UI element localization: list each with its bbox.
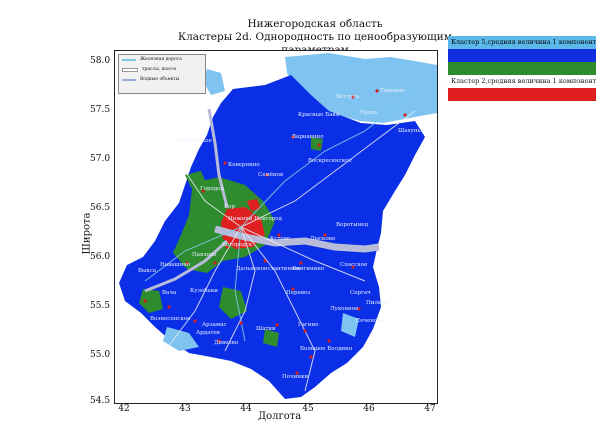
city-label: Кстово xyxy=(270,236,291,242)
city-label: Вознесенское xyxy=(150,316,191,322)
y-tick-label: 57.5 xyxy=(90,105,111,115)
city-label: Шахунья xyxy=(398,128,425,134)
city-label: Шатки xyxy=(256,326,276,332)
y-tick-label: 56.5 xyxy=(90,203,111,213)
city-label: Кулебаки xyxy=(190,288,218,294)
x-tick-label: 45 xyxy=(302,404,314,414)
legend-cluster-3: Кластер 3,средняя величина 1 компоненты … xyxy=(448,62,596,75)
map-plot-area[interactable] xyxy=(114,50,438,404)
legend-cluster-1: Кластер 1,средняя величина 1 компоненты … xyxy=(448,49,596,62)
city-label: Варнавино xyxy=(292,134,324,140)
x-tick-label: 42 xyxy=(118,404,130,414)
railway-line-icon xyxy=(122,59,136,61)
city-label: Княгинино xyxy=(292,266,325,272)
city-label: Ветлуга xyxy=(336,94,360,100)
cluster-5-region xyxy=(285,53,437,123)
city-label: Починки xyxy=(282,374,309,380)
city-label: Урень xyxy=(360,110,378,116)
legend-item-water: Водные объекты xyxy=(119,75,205,85)
city-label: Тонкино xyxy=(380,88,405,94)
city-label: Семёнов xyxy=(258,172,284,178)
city-label: Гагино xyxy=(298,322,319,328)
x-axis-label: Долгота xyxy=(258,411,302,422)
city-label: Арзамас xyxy=(202,322,227,328)
cluster-legend: Кластер 5,средняя величина 1 компоненты … xyxy=(448,36,596,101)
city-label: Городец xyxy=(200,186,224,192)
water-line-icon xyxy=(122,79,136,81)
legend-cluster-5: Кластер 5,средняя величина 1 компоненты … xyxy=(448,36,596,49)
chart-title: Нижегородская область xyxy=(247,18,383,30)
y-tick-label: 55.0 xyxy=(90,350,111,360)
y-axis-label: Широта xyxy=(81,212,93,255)
x-tick-label: 46 xyxy=(363,404,375,414)
city-label: Лысково xyxy=(310,236,336,242)
legend-cluster-4: Кластер 4,средняя величина 1 компоненты … xyxy=(448,88,596,101)
city-label: Пильна xyxy=(366,300,388,306)
city-label: Красные Баки xyxy=(298,112,340,118)
city-label: Нижний Новгород xyxy=(228,216,282,222)
y-tick-label: 57.0 xyxy=(90,154,111,164)
city-label: Воротынец xyxy=(336,222,369,228)
city-label: Большое Болдино xyxy=(300,346,353,352)
map-layers-legend: Железная дорога трассы, шоссе Водные объ… xyxy=(118,54,206,94)
city-label: Дальнеконстантиново xyxy=(236,266,301,272)
y-tick-label: 58.0 xyxy=(90,56,111,66)
city-label: Навашино xyxy=(160,262,191,268)
highway-line-icon xyxy=(122,68,138,72)
city-label: Ардатов xyxy=(196,330,220,336)
city-label: Перевоз xyxy=(286,290,311,296)
legend-item-highway: трассы, шоссе xyxy=(119,65,205,75)
city-label: Сергач xyxy=(350,290,371,296)
city-label: Выкса xyxy=(138,268,157,274)
city-label: Сокольское xyxy=(178,138,212,144)
city-label: Дивеево xyxy=(214,340,239,346)
city-label: Сеченово xyxy=(356,318,384,324)
legend-cluster-2: Кластер 2,средняя величина 1 компоненты … xyxy=(448,75,596,88)
y-tick-label: 56.0 xyxy=(90,252,111,262)
city-label: Бор xyxy=(224,204,235,210)
region-map xyxy=(119,53,437,399)
city-label: Воскресенское xyxy=(308,158,352,164)
legend-item-railway: Железная дорога xyxy=(119,55,205,65)
y-tick-label: 55.5 xyxy=(90,301,111,311)
y-tick-label: 54.5 xyxy=(90,396,111,406)
x-tick-label: 47 xyxy=(424,404,436,414)
x-tick-label: 43 xyxy=(179,404,191,414)
city-label: Ковернино xyxy=(228,162,260,168)
city-label: Спасское xyxy=(340,262,368,268)
city-label: Лукоянов xyxy=(330,306,359,312)
city-label: Богородск xyxy=(222,242,253,248)
city-label: Павлово xyxy=(192,252,217,258)
city-label: Вача xyxy=(162,290,177,296)
x-tick-label: 44 xyxy=(240,404,252,414)
